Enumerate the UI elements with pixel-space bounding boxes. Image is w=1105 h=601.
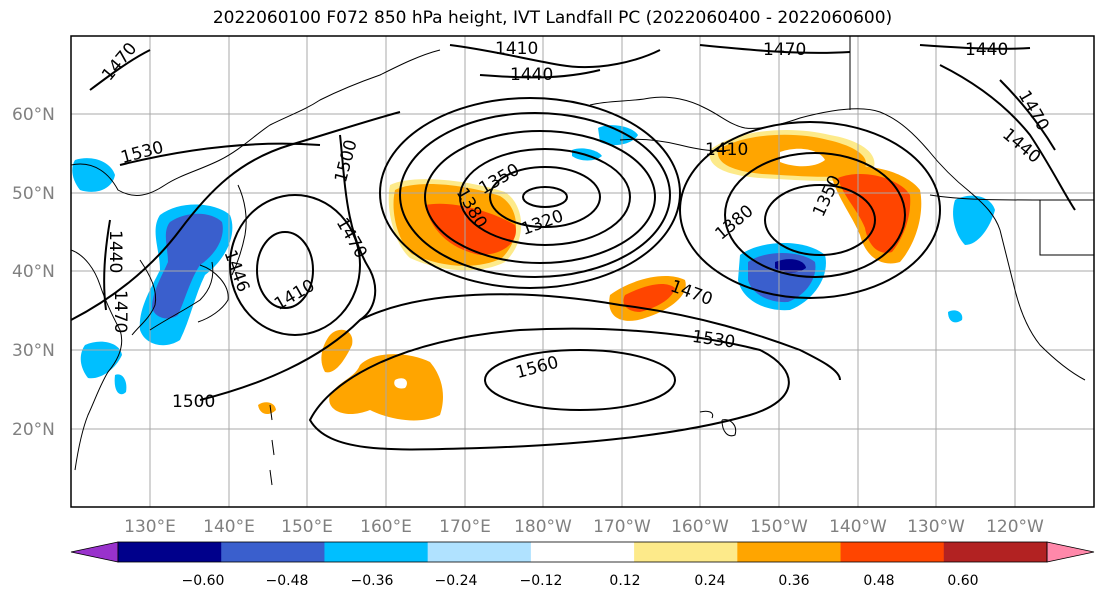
colorbar-segment — [530, 542, 635, 562]
lon-label: 150°E — [281, 517, 333, 537]
colorbar-segment — [634, 542, 738, 562]
colorbar-segment — [840, 542, 945, 562]
contour-label: 1410 — [495, 39, 538, 59]
lon-label: 160°E — [360, 517, 412, 537]
lon-label: 170°E — [439, 517, 491, 537]
contour-label: 1440 — [510, 65, 553, 85]
lon-label: 140°W — [829, 517, 887, 537]
lon-label: 170°W — [593, 517, 651, 537]
lon-label: 130°E — [124, 517, 176, 537]
colorbar-frame — [117, 541, 1048, 563]
colorbar-segment — [118, 542, 222, 562]
colorbar-segment — [943, 542, 1048, 562]
map-frame — [70, 35, 1095, 508]
lon-label: 160°W — [671, 517, 729, 537]
lat-label: 50°N — [12, 184, 55, 204]
colorbar-extend-high — [1046, 541, 1095, 563]
lon-label: 120°W — [986, 517, 1044, 537]
lat-label: 60°N — [12, 105, 55, 125]
longitude-labels: 130°E 140°E 150°E 160°E 170°E 180°W 170°… — [124, 517, 1044, 537]
colorbar-tick-label: 0.12 — [609, 573, 640, 589]
contour-label: 1440 — [105, 230, 125, 273]
lat-label: 40°N — [12, 262, 55, 282]
colorbar-tick-label: −0.48 — [266, 573, 309, 589]
colorbar-tick-label: 0.48 — [863, 573, 894, 589]
colorbar-tick-label: 0.60 — [947, 573, 978, 589]
lon-label: 130°W — [907, 517, 965, 537]
lon-label: 140°E — [203, 517, 255, 537]
ivt-negative-shading — [72, 125, 995, 395]
contour-label: 1470 — [110, 290, 130, 333]
colorbar-tick-label: 0.36 — [778, 573, 809, 589]
colorbar-segment — [221, 542, 325, 562]
colorbar-tick-label: 0.24 — [694, 573, 725, 589]
lat-label: 20°N — [12, 420, 55, 440]
colorbar-extend-low — [70, 541, 119, 563]
contour-label: 1470 — [763, 40, 806, 60]
colorbar — [70, 541, 1095, 563]
colorbar-tick-labels: −0.60 −0.48 −0.36 −0.24 −0.12 0.12 0.24 … — [182, 573, 979, 589]
lat-label: 30°N — [12, 341, 55, 361]
colorbar-tick-label: −0.60 — [182, 573, 225, 589]
contour-label: 1410 — [705, 140, 748, 160]
latitude-labels: 60°N 50°N 40°N 30°N 20°N — [12, 105, 55, 440]
colorbar-segment — [427, 542, 532, 562]
lon-label: 180°W — [514, 517, 572, 537]
lon-label: 150°W — [750, 517, 808, 537]
map-title: 2022060100 F072 850 hPa height, IVT Land… — [212, 8, 893, 28]
colorbar-segment — [324, 542, 429, 562]
colorbar-tick-label: −0.36 — [351, 573, 394, 589]
height-contours — [71, 44, 1076, 451]
colorbar-tick-label: −0.24 — [435, 573, 478, 589]
contour-label: 1500 — [172, 392, 215, 412]
colorbar-segment — [737, 542, 842, 562]
contour-label: 1440 — [965, 40, 1008, 60]
coastlines — [71, 36, 1094, 486]
colorbar-tick-label: −0.12 — [520, 573, 563, 589]
